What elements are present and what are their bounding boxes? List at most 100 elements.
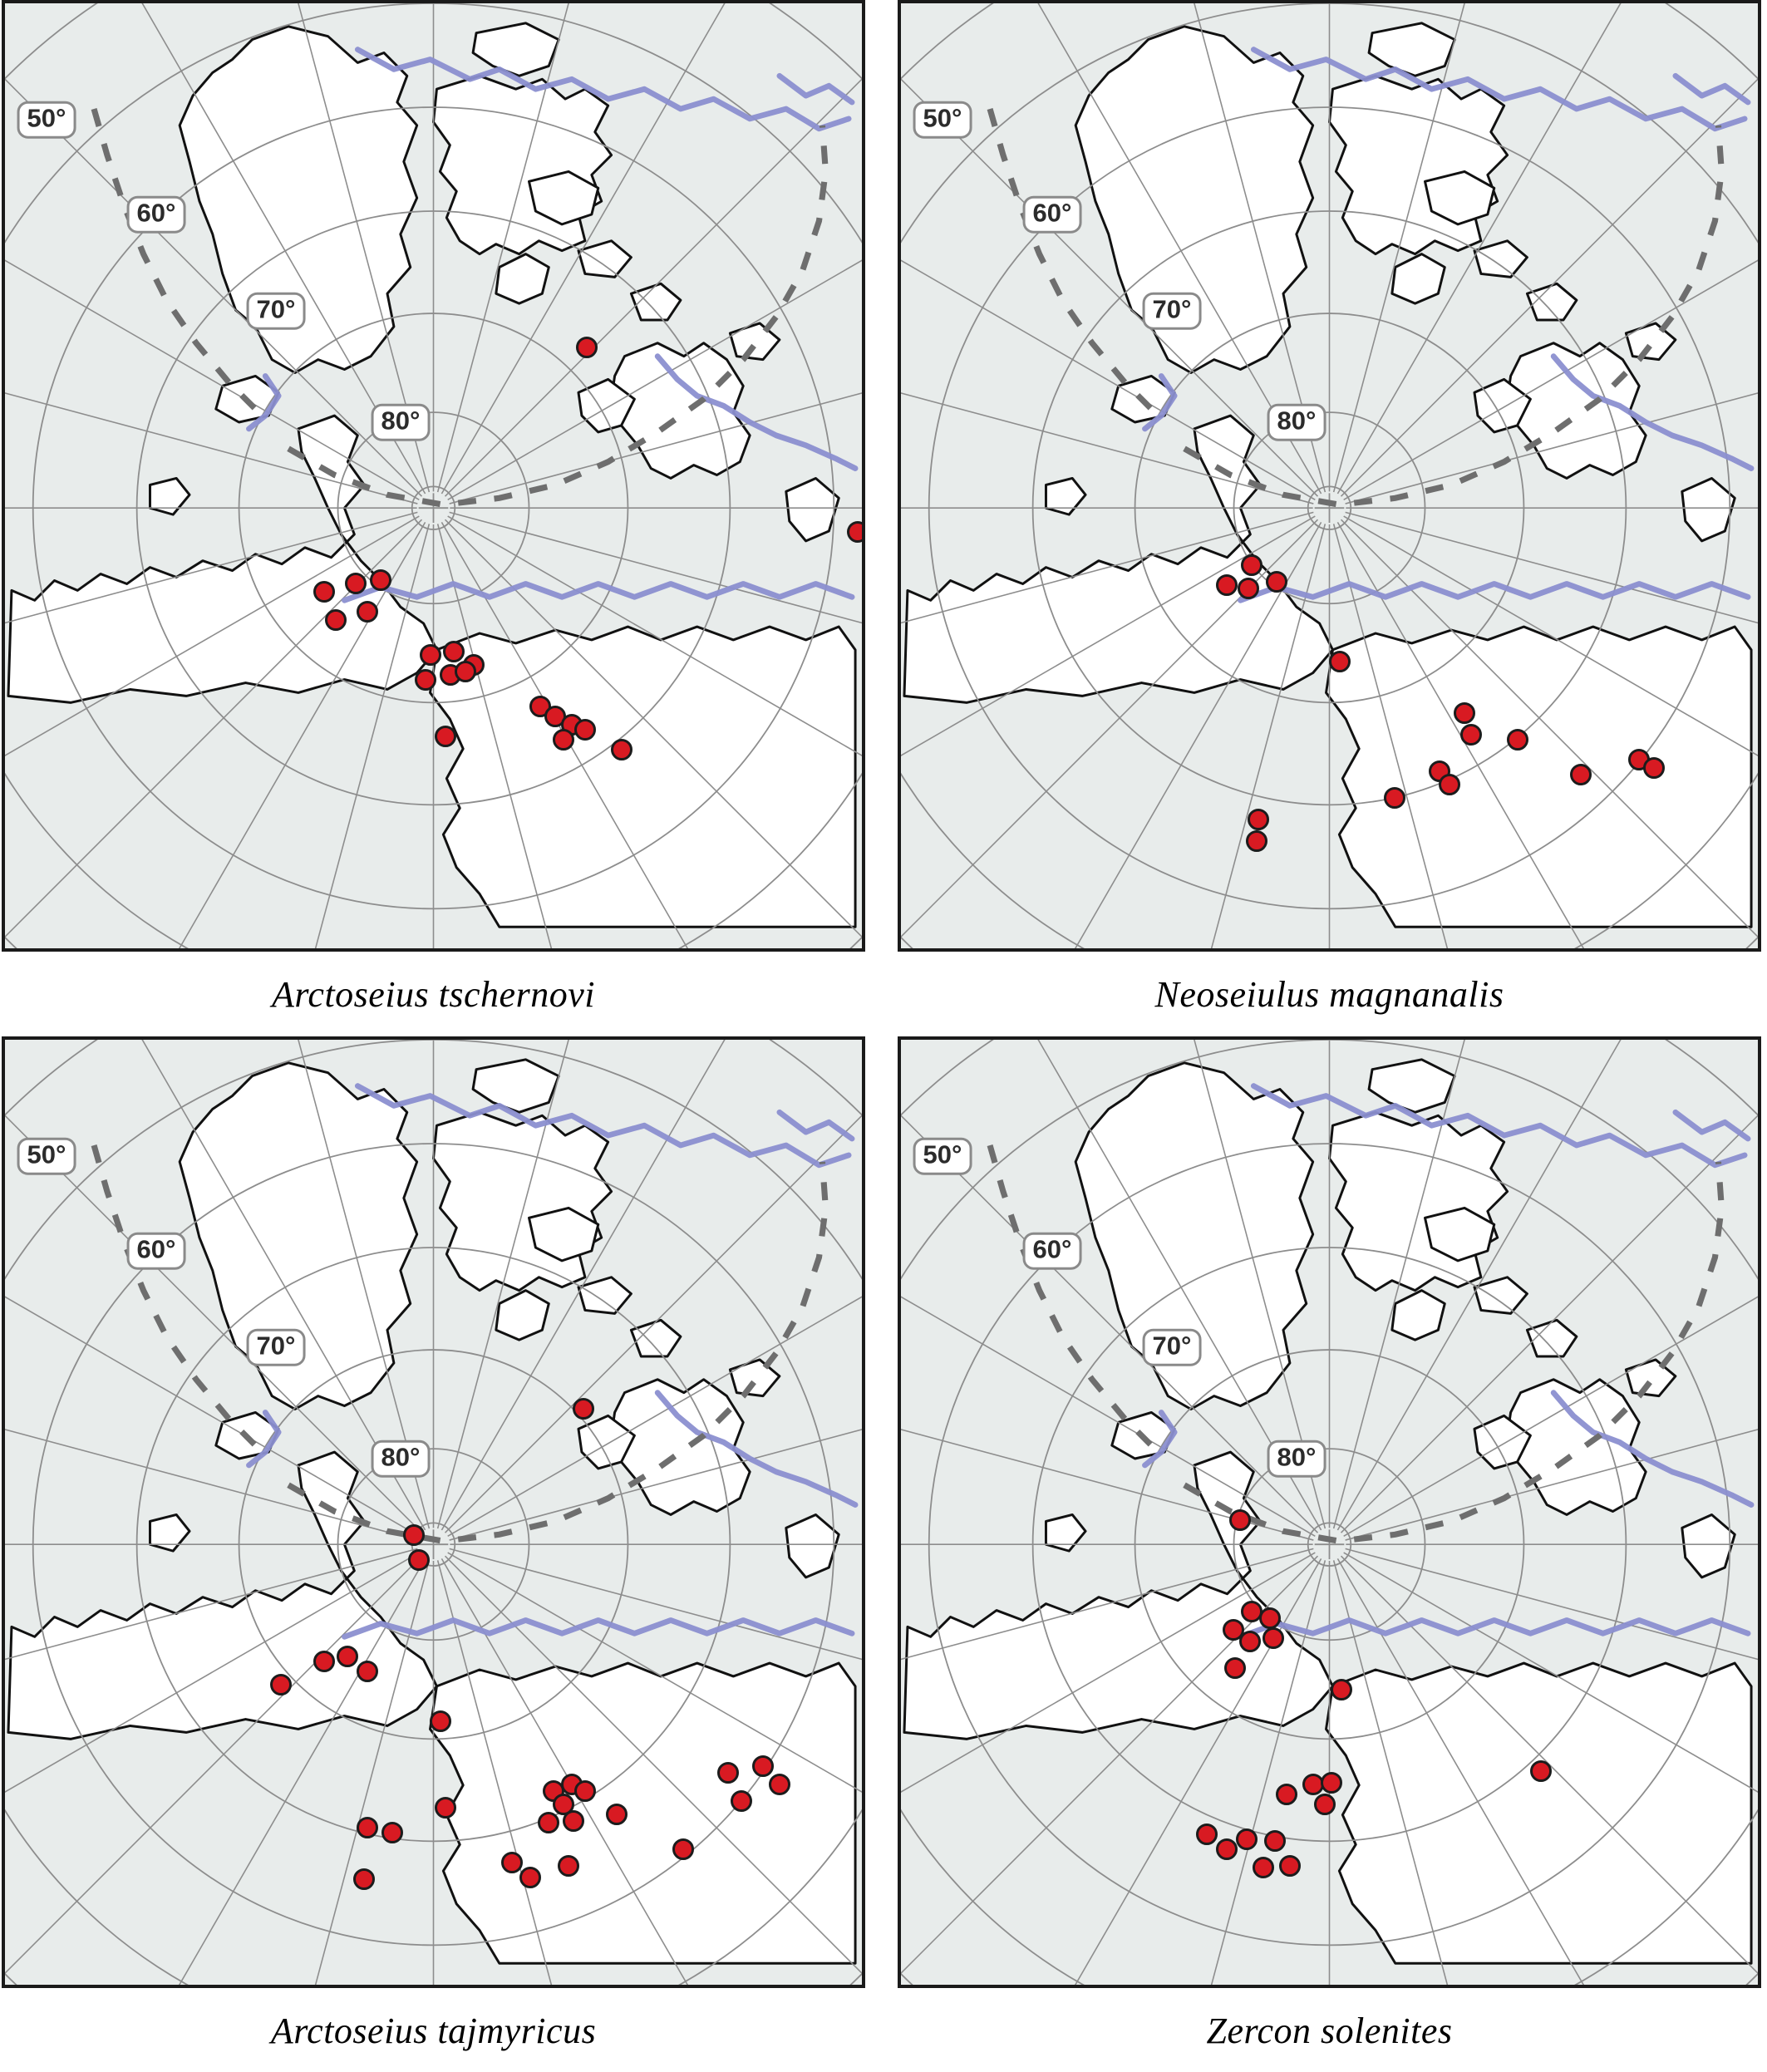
occurrence-marker[interactable] [1530, 1760, 1552, 1782]
occurrence-marker[interactable] [1216, 574, 1238, 596]
map-canvas-arctoseius-tschernovi[interactable]: 50° 60° 70° 80° [2, 0, 865, 952]
occurrence-marker[interactable] [345, 573, 367, 594]
occurrence-marker[interactable] [847, 521, 862, 543]
occurrence-marker[interactable] [403, 1524, 425, 1546]
occurrence-marker[interactable] [1321, 1772, 1342, 1794]
latitude-label: 50° [913, 1137, 972, 1175]
occurrence-marker[interactable] [1238, 578, 1259, 599]
latitude-label: 70° [246, 1328, 306, 1366]
occurrence-marker[interactable] [430, 1710, 451, 1732]
latitude-label: 70° [246, 292, 306, 330]
map-panel: 50° 60° 70° 80° Zercon solenites [898, 1036, 1765, 2052]
map-panel: 50° 60° 70° 80° Arctoseius tschernovi [2, 0, 869, 1016]
occurrence-marker[interactable] [1239, 1631, 1261, 1652]
latitude-label: 60° [1022, 195, 1082, 234]
occurrence-marker[interactable] [1643, 757, 1665, 779]
occurrence-marker[interactable] [717, 1762, 739, 1784]
occurrence-marker[interactable] [538, 1812, 559, 1833]
occurrence-marker[interactable] [1248, 809, 1269, 830]
map-graphics [901, 1040, 1758, 1985]
occurrence-marker[interactable] [1264, 1830, 1286, 1852]
occurrence-marker[interactable] [1302, 1774, 1324, 1795]
panel-caption: Neoseiulus magnanalis [1154, 974, 1504, 1015]
map-canvas-zercon-solenites[interactable]: 50° 60° 70° 80° [898, 1036, 1761, 1988]
occurrence-marker[interactable] [769, 1774, 790, 1795]
occurrence-marker[interactable] [1331, 1679, 1352, 1700]
occurrence-marker[interactable] [574, 719, 596, 741]
occurrence-marker[interactable] [1241, 554, 1262, 576]
occurrence-marker[interactable] [415, 669, 436, 691]
occurrence-marker[interactable] [553, 729, 574, 751]
occurrence-marker[interactable] [1224, 1657, 1246, 1679]
occurrence-marker[interactable] [1384, 787, 1405, 809]
occurrence-marker[interactable] [1439, 774, 1460, 795]
occurrence-marker[interactable] [1329, 651, 1351, 672]
map-panel: 50° 60° 70° 80° Arctoseius tajmyricus [2, 1036, 869, 2052]
occurrence-marker[interactable] [574, 1780, 596, 1802]
map-canvas-neoseiulus-magnanalis[interactable]: 50° 60° 70° 80° [898, 0, 1761, 952]
occurrence-marker[interactable] [435, 1797, 456, 1819]
occurrence-marker[interactable] [420, 644, 441, 666]
occurrence-marker[interactable] [611, 739, 632, 760]
occurrence-marker[interactable] [501, 1852, 523, 1873]
occurrence-marker[interactable] [519, 1867, 541, 1888]
latitude-label: 80° [1267, 1440, 1326, 1478]
map-graphics [901, 3, 1758, 948]
occurrence-marker[interactable] [672, 1838, 694, 1860]
map-panel: 50° 60° 70° 80° Neoseiulus magnanalis [898, 0, 1765, 1016]
occurrence-marker[interactable] [1314, 1794, 1336, 1815]
map-canvas-arctoseius-tajmyricus[interactable]: 50° 60° 70° 80° [2, 1036, 865, 1988]
occurrence-marker[interactable] [1454, 702, 1475, 724]
occurrence-marker[interactable] [752, 1755, 774, 1777]
occurrence-marker[interactable] [606, 1804, 628, 1825]
map-graphics [5, 3, 862, 948]
occurrence-marker[interactable] [435, 726, 456, 747]
occurrence-marker[interactable] [563, 1810, 584, 1832]
occurrence-marker[interactable] [1276, 1784, 1297, 1805]
latitude-label: 80° [1267, 403, 1326, 441]
occurrence-marker[interactable] [1246, 830, 1267, 852]
occurrence-marker[interactable] [1266, 571, 1287, 593]
occurrence-marker[interactable] [381, 1822, 403, 1843]
occurrence-marker[interactable] [357, 601, 378, 623]
occurrence-marker[interactable] [370, 569, 391, 591]
panel-caption: Arctoseius tschernovi [272, 974, 595, 1015]
occurrence-marker[interactable] [1460, 724, 1482, 746]
occurrence-marker[interactable] [573, 1398, 594, 1420]
occurrence-marker[interactable] [270, 1674, 292, 1695]
occurrence-marker[interactable] [357, 1817, 378, 1838]
occurrence-marker[interactable] [1229, 1509, 1251, 1531]
occurrence-marker[interactable] [558, 1855, 579, 1877]
occurrence-marker[interactable] [1236, 1828, 1258, 1850]
occurrence-marker[interactable] [1216, 1838, 1238, 1860]
occurrence-marker[interactable] [313, 581, 335, 603]
occurrence-marker[interactable] [1262, 1627, 1284, 1649]
occurrence-marker[interactable] [731, 1790, 752, 1812]
occurrence-marker[interactable] [455, 661, 476, 682]
map-graphics [5, 1040, 862, 1985]
occurrence-marker[interactable] [1196, 1823, 1218, 1845]
latitude-label: 70° [1142, 1328, 1202, 1366]
latitude-label: 60° [1022, 1232, 1082, 1270]
occurrence-marker[interactable] [325, 609, 347, 631]
occurrence-marker[interactable] [357, 1661, 378, 1682]
occurrence-marker[interactable] [1259, 1607, 1281, 1629]
occurrence-marker[interactable] [1279, 1855, 1301, 1877]
panel-caption: Zercon solenites [1206, 2010, 1453, 2051]
occurrence-marker[interactable] [313, 1651, 335, 1672]
occurrence-marker[interactable] [1507, 729, 1528, 751]
occurrence-marker[interactable] [408, 1549, 430, 1571]
occurrence-marker[interactable] [337, 1646, 358, 1667]
occurrence-marker[interactable] [353, 1868, 375, 1890]
latitude-label: 70° [1142, 292, 1202, 330]
occurrence-marker[interactable] [1253, 1857, 1274, 1878]
occurrence-marker[interactable] [443, 641, 465, 662]
latitude-label: 50° [913, 101, 972, 139]
latitude-label: 60° [126, 1232, 186, 1270]
occurrence-marker[interactable] [1570, 764, 1592, 785]
latitude-label: 80° [371, 403, 431, 441]
latitude-label: 60° [126, 195, 186, 234]
latitude-label: 50° [17, 1137, 76, 1175]
occurrence-marker[interactable] [576, 337, 598, 358]
